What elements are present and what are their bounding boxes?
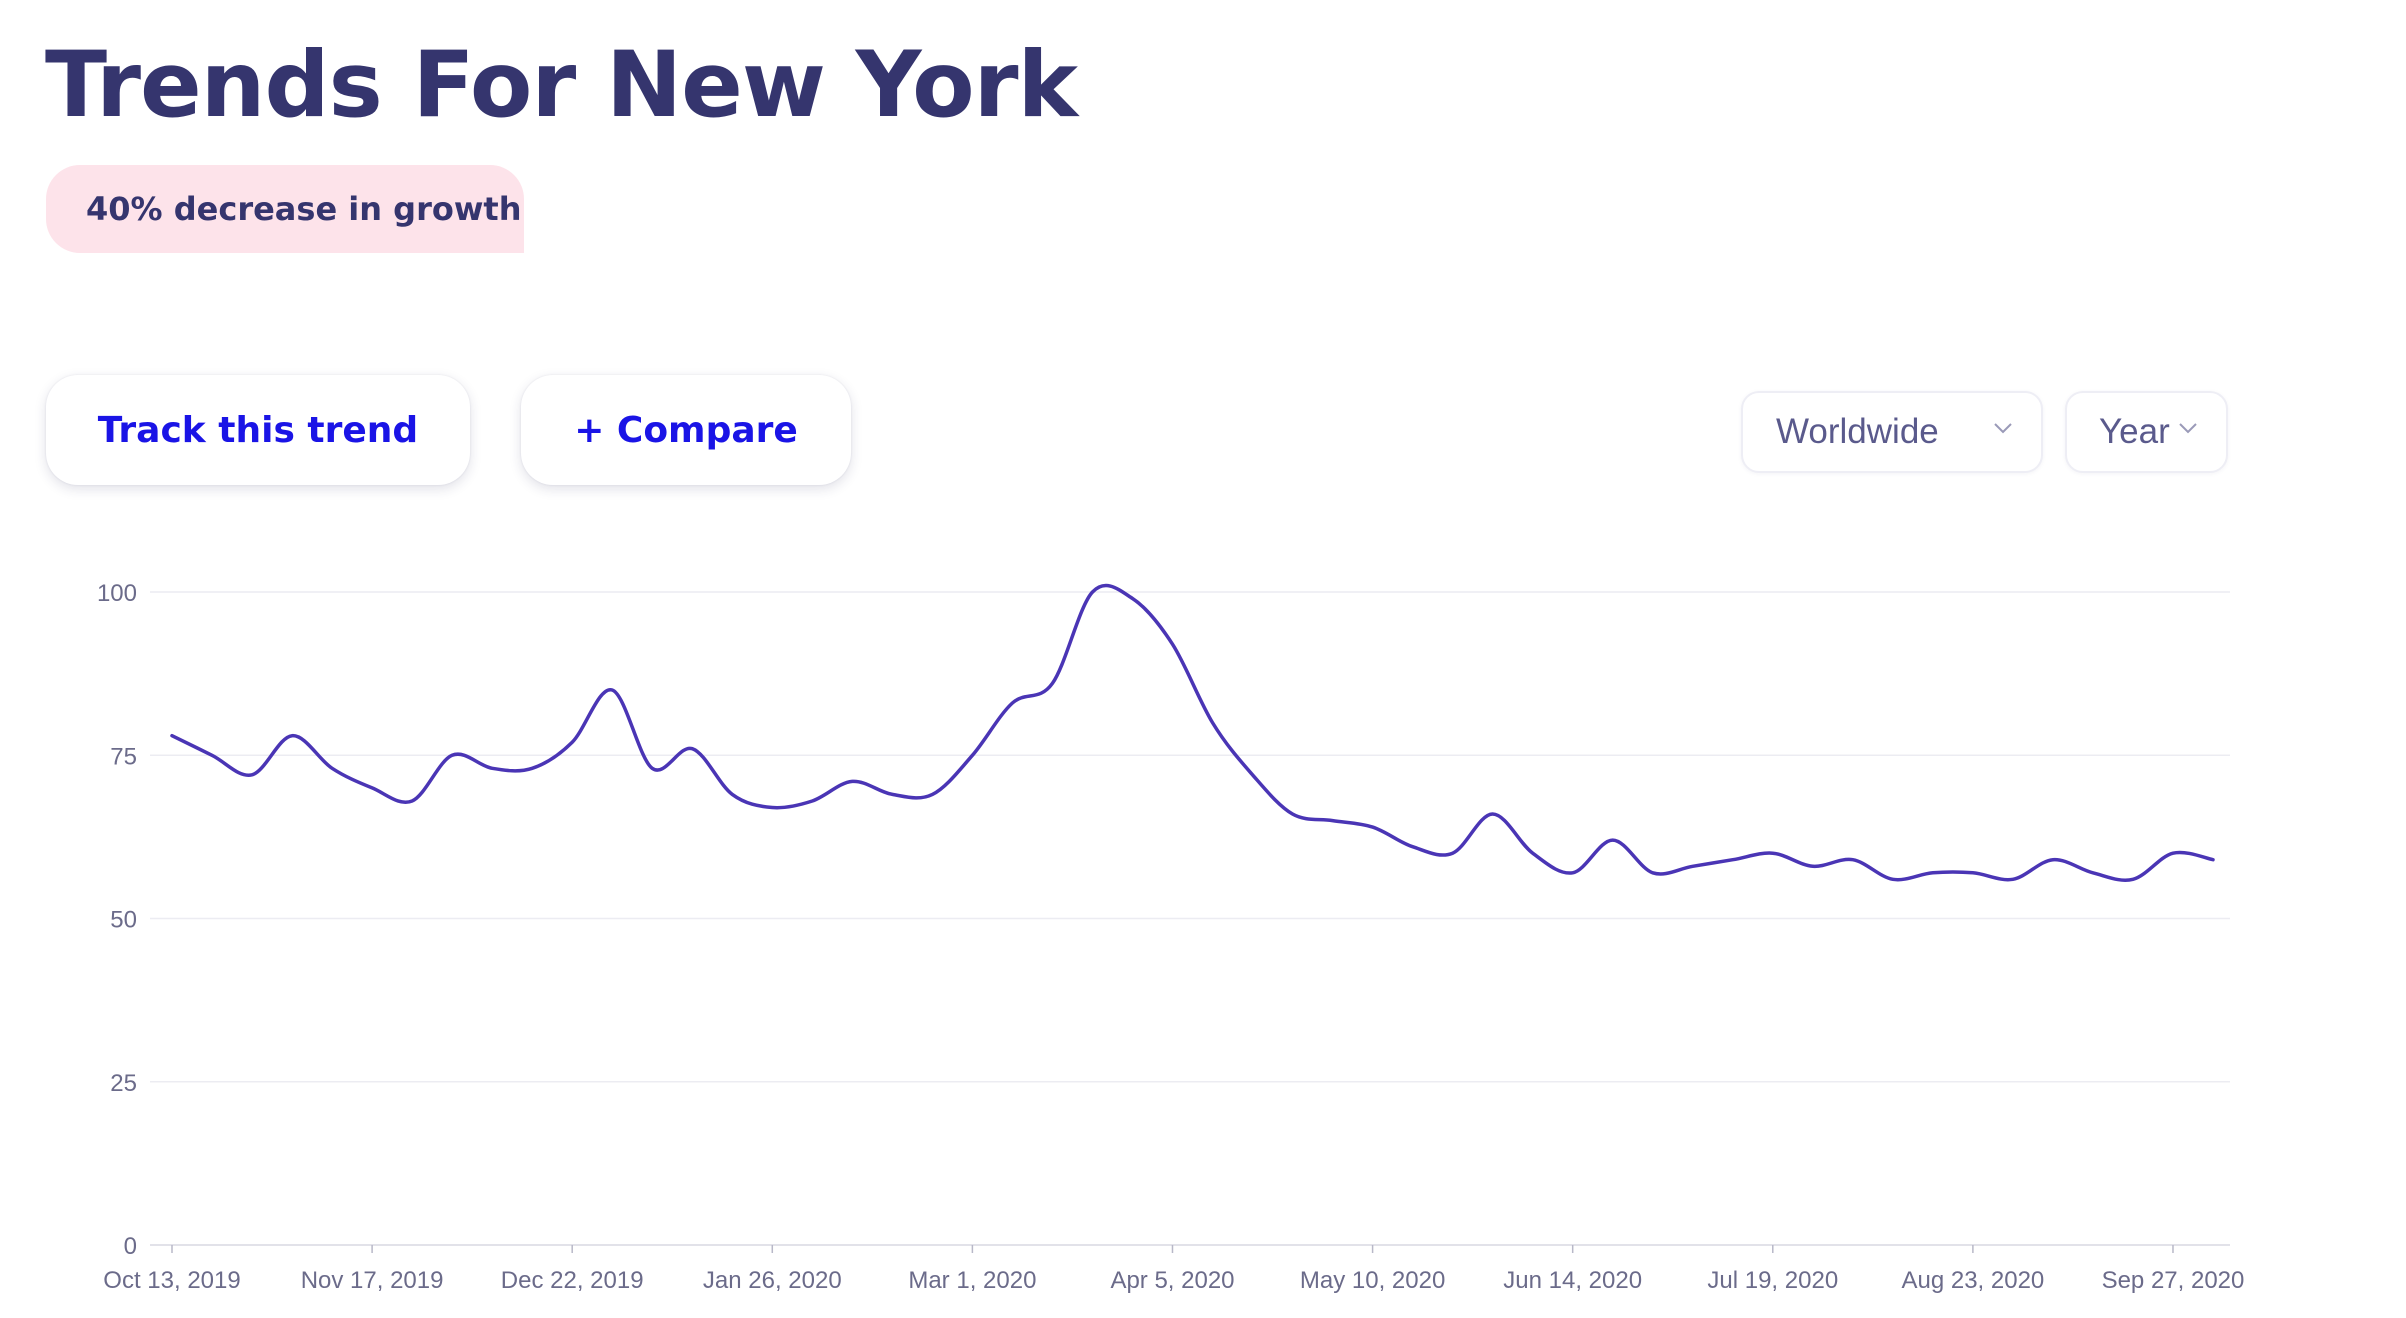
period-dropdown[interactable]: Year [2065, 391, 2228, 473]
data-point [292, 735, 293, 736]
compare-button[interactable]: + Compare [521, 375, 851, 485]
data-point [1092, 592, 1093, 593]
data-point [652, 768, 653, 769]
data-point [532, 768, 533, 769]
data-point [1932, 872, 1933, 873]
region-dropdown[interactable]: Worldwide [1741, 391, 2043, 473]
y-axis-ticks: 0 25 50 75 100 [97, 580, 137, 1260]
data-point [812, 800, 813, 801]
data-point [1292, 814, 1293, 815]
data-point [1812, 866, 1813, 867]
y-tick-label: 50 [110, 907, 137, 934]
data-point [1572, 872, 1573, 873]
data-point [1892, 879, 1893, 880]
data-point [2132, 879, 2133, 880]
period-dropdown-label: Year [2099, 412, 2170, 451]
y-tick-label: 100 [97, 580, 137, 607]
y-tick-label: 0 [124, 1233, 137, 1260]
data-point [1772, 853, 1773, 854]
data-point [2213, 859, 2214, 860]
data-point [2172, 853, 2173, 854]
x-tick-label: Aug 23, 2020 [1901, 1267, 2044, 1294]
chart-grid [150, 591, 2230, 1083]
data-point [972, 755, 973, 756]
data-point [372, 787, 373, 788]
data-point [212, 755, 213, 756]
data-point [2012, 879, 2013, 880]
data-point [1172, 644, 1173, 645]
data-point [572, 742, 573, 743]
data-point [1052, 683, 1053, 684]
x-tick-label: Jan 26, 2020 [703, 1267, 842, 1294]
page-title: Trends For New York [45, 33, 1078, 138]
x-tick-label: Jul 19, 2020 [1707, 1267, 1838, 1294]
trend-chart: 0 25 50 75 100 Oct 13, 2019 Nov 17, 2019 Dec 2… [0, 540, 2406, 1318]
data-point [1692, 866, 1693, 867]
data-point [1332, 820, 1333, 821]
x-tick-label: Apr 5, 2020 [1110, 1267, 1234, 1294]
data-point [492, 768, 493, 769]
data-point [1412, 846, 1413, 847]
data-point [932, 794, 933, 795]
data-point [772, 807, 773, 808]
track-trend-button[interactable]: Track this trend [46, 375, 470, 485]
x-tick-label: Jun 14, 2020 [1503, 1267, 1642, 1294]
chevron-down-icon [2179, 423, 2197, 434]
data-point [1852, 859, 1853, 860]
data-point [332, 768, 333, 769]
data-point [1252, 774, 1253, 775]
data-point [1732, 859, 1733, 860]
series-line [170, 583, 2215, 882]
data-point [172, 735, 173, 736]
data-point [2052, 859, 2053, 860]
chevron-down-icon [1994, 423, 2012, 434]
y-tick-label: 25 [110, 1070, 137, 1097]
data-point [1012, 703, 1013, 704]
data-point [1972, 872, 1973, 873]
trend-chart-svg: 0 25 50 75 100 Oct 13, 2019 Nov 17, 2019 Dec 2… [97, 580, 2244, 1294]
data-point [1492, 814, 1493, 815]
data-point [852, 781, 853, 782]
data-point [612, 689, 613, 690]
chart-series [170, 583, 2215, 882]
data-point [1372, 827, 1373, 828]
data-point [1532, 853, 1533, 854]
data-point [452, 755, 453, 756]
x-tick-label: May 10, 2020 [1300, 1267, 1445, 1294]
data-point [1652, 872, 1653, 873]
data-point [2092, 872, 2093, 873]
data-point [252, 774, 253, 775]
data-point [412, 800, 413, 801]
data-point [1452, 853, 1453, 854]
region-dropdown-label: Worldwide [1776, 412, 1939, 451]
growth-badge: 40% decrease in growth [46, 165, 524, 253]
data-point [1212, 722, 1213, 723]
x-tick-label: Nov 17, 2019 [301, 1267, 444, 1294]
x-tick-label: Oct 13, 2019 [103, 1267, 240, 1294]
x-tick-label: Dec 22, 2019 [501, 1267, 644, 1294]
data-point [892, 794, 893, 795]
x-tick-label: Mar 1, 2020 [908, 1267, 1036, 1294]
data-point [692, 748, 693, 749]
x-tick-label: Sep 27, 2020 [2102, 1267, 2245, 1294]
x-axis-ticks: Oct 13, 2019 Nov 17, 2019 Dec 22, 2019 Jan … [103, 1245, 2244, 1294]
data-point [732, 794, 733, 795]
data-point [1612, 840, 1613, 841]
data-point [1132, 598, 1133, 599]
y-tick-label: 75 [110, 743, 137, 770]
